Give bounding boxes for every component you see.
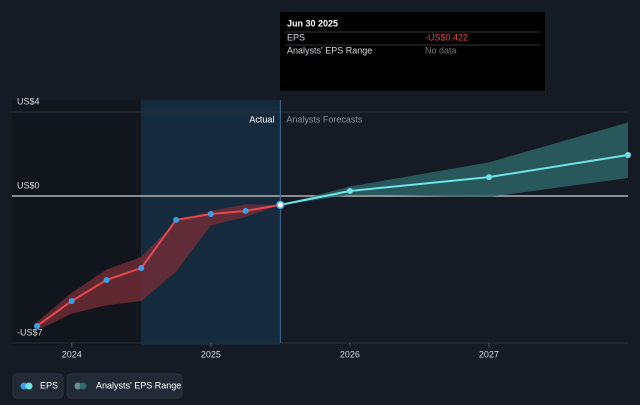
legend-swatch [20,382,28,390]
x-tick-label: 2026 [340,349,360,359]
divider-label: Actual [249,114,274,124]
legend-label: EPS [40,380,58,390]
eps-point [242,207,249,214]
eps-point [276,200,285,210]
eps-point [34,322,41,329]
eps-point [68,298,75,304]
divider-label: Analysts Forecasts [286,114,363,124]
eps-point [485,174,492,181]
eps-point [207,211,214,218]
y-tick-label: -US$7 [17,327,43,337]
legend-button[interactable] [12,373,64,399]
eps-point [138,265,145,272]
legend-swatch [74,382,82,390]
x-tick-label: 2025 [201,349,221,359]
tooltip-value: -US$0.422 [425,32,468,42]
legend-button[interactable] [66,373,183,399]
tooltip-label: EPS [287,32,305,42]
legend-swatch [79,382,87,390]
eps-line [280,154,629,206]
eps-range [280,122,628,205]
tooltip: Jun 30 2025 EPS -US$0.422 Analysts' EPS … [280,12,545,91]
tooltip-label: Analysts' EPS Range [287,45,372,55]
legend-label: Analysts' EPS Range [96,380,181,390]
eps-point [625,152,631,159]
eps-point [173,216,180,223]
y-tick-label: US$4 [17,96,40,106]
tooltip-value: No data [425,45,457,55]
y-tick-label: US$0 [17,180,40,190]
eps-range [37,204,281,331]
x-tick-label: 2027 [479,349,499,359]
eps-point [103,277,110,283]
x-tick-label: 2024 [62,349,82,359]
legend-swatch [25,382,33,390]
tooltip-date: Jun 30 2025 [287,18,338,28]
eps-point [346,187,353,194]
tooltip-box [280,12,545,91]
eps-line [36,203,281,327]
